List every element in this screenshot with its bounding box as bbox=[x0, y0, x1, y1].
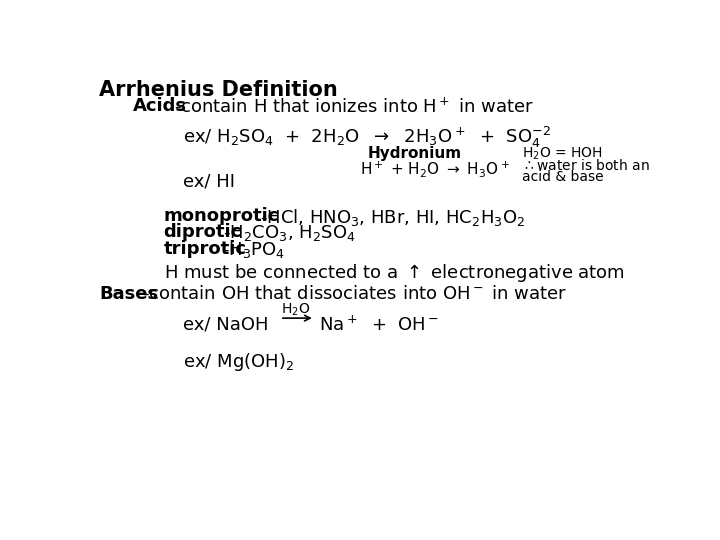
Text: diprotic: diprotic bbox=[163, 224, 242, 241]
Text: -H$_3$PO$_4$: -H$_3$PO$_4$ bbox=[222, 240, 285, 260]
Text: Hydronium: Hydronium bbox=[367, 146, 462, 161]
Text: ex/ H$_2$SO$_4$  +  2H$_2$O  $\rightarrow$  2H$_3$O$^+$  +  SO$_4^{-2}$: ex/ H$_2$SO$_4$ + 2H$_2$O $\rightarrow$ … bbox=[183, 125, 551, 150]
Text: -contain H that ionizes into H$^+$ in water: -contain H that ionizes into H$^+$ in wa… bbox=[174, 97, 534, 117]
Text: Arrhenius Definition: Arrhenius Definition bbox=[99, 80, 338, 100]
Text: Acids: Acids bbox=[132, 97, 186, 115]
Text: -contain OH that dissociates into OH$^-$ in water: -contain OH that dissociates into OH$^-$… bbox=[142, 285, 567, 303]
Text: ex/ Mg(OH)$_2$: ex/ Mg(OH)$_2$ bbox=[183, 351, 294, 373]
Text: Na$^+$  +  OH$^-$: Na$^+$ + OH$^-$ bbox=[319, 315, 438, 334]
Text: monoprotic: monoprotic bbox=[163, 207, 279, 225]
Text: -HCl, HNO$_3$, HBr, HI, HC$_2$H$_3$O$_2$: -HCl, HNO$_3$, HBr, HI, HC$_2$H$_3$O$_2$ bbox=[261, 207, 526, 228]
Text: acid & base: acid & base bbox=[523, 170, 604, 184]
Text: Bases: Bases bbox=[99, 285, 158, 303]
Text: H must be connected to a $\uparrow$ electronegative atom: H must be connected to a $\uparrow$ elec… bbox=[163, 262, 625, 284]
Text: ex/ HI: ex/ HI bbox=[183, 173, 235, 191]
Text: $\therefore$water is both an: $\therefore$water is both an bbox=[523, 158, 650, 173]
Text: H$^+$ + H$_2$O $\rightarrow$ H$_3$O$^+$: H$^+$ + H$_2$O $\rightarrow$ H$_3$O$^+$ bbox=[360, 159, 510, 179]
Text: -H$_2$CO$_3$, H$_2$SO$_4$: -H$_2$CO$_3$, H$_2$SO$_4$ bbox=[223, 224, 356, 244]
Text: triprotic: triprotic bbox=[163, 240, 247, 258]
Text: H$_2$O = HOH: H$_2$O = HOH bbox=[523, 146, 603, 162]
Text: H$_2$O: H$_2$O bbox=[282, 301, 311, 318]
Text: ex/ NaOH: ex/ NaOH bbox=[183, 315, 269, 333]
